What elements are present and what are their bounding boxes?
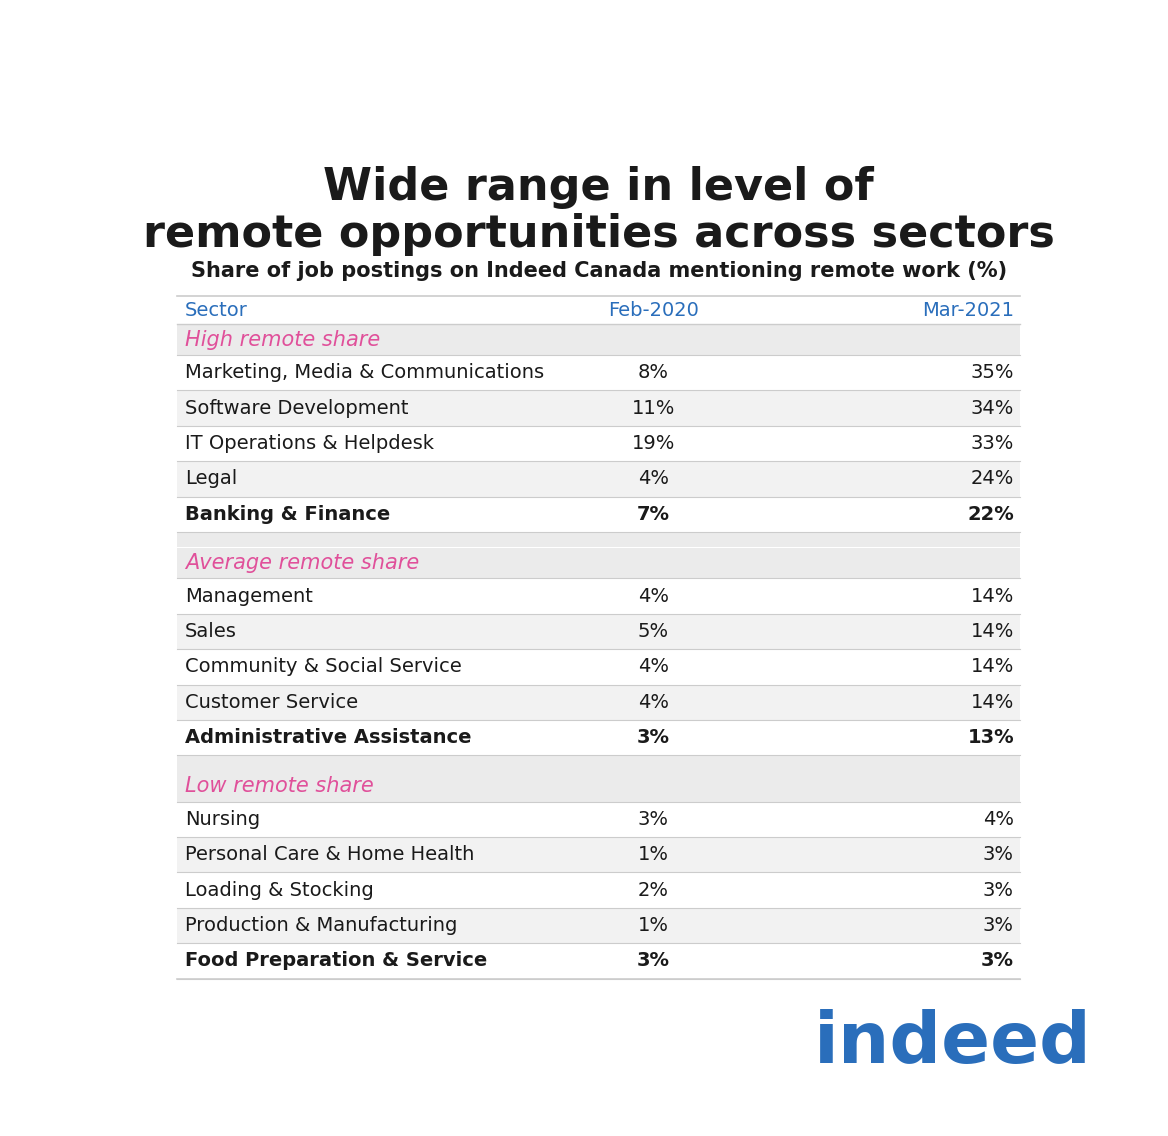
- Text: 14%: 14%: [971, 586, 1014, 605]
- Text: 24%: 24%: [971, 469, 1014, 488]
- Text: 4%: 4%: [638, 658, 669, 676]
- Bar: [178, 720, 1020, 755]
- Text: Legal: Legal: [185, 469, 237, 488]
- Bar: [178, 426, 1020, 461]
- Text: Loading & Stocking: Loading & Stocking: [185, 880, 374, 900]
- Bar: [178, 461, 1020, 496]
- Text: 3%: 3%: [983, 916, 1014, 935]
- Text: Community & Social Service: Community & Social Service: [185, 658, 461, 676]
- Text: 13%: 13%: [967, 728, 1014, 747]
- Bar: [178, 771, 1020, 802]
- Text: Software Development: Software Development: [185, 399, 409, 418]
- Text: 4%: 4%: [638, 586, 669, 605]
- Bar: [178, 943, 1020, 979]
- Text: 4%: 4%: [638, 693, 669, 712]
- Text: Sector: Sector: [185, 301, 248, 320]
- Bar: [178, 324, 1020, 354]
- Text: Marketing, Media & Communications: Marketing, Media & Communications: [185, 364, 544, 382]
- Bar: [178, 649, 1020, 685]
- Bar: [178, 685, 1020, 720]
- Text: Feb-2020: Feb-2020: [609, 301, 698, 320]
- Text: remote opportunities across sectors: remote opportunities across sectors: [142, 214, 1055, 257]
- Text: 11%: 11%: [632, 399, 675, 418]
- Text: Banking & Finance: Banking & Finance: [185, 504, 390, 524]
- Bar: [178, 837, 1020, 872]
- Text: 1%: 1%: [638, 916, 669, 935]
- Text: 3%: 3%: [981, 952, 1014, 970]
- Text: Administrative Assistance: Administrative Assistance: [185, 728, 471, 747]
- Text: 4%: 4%: [638, 469, 669, 488]
- Text: 1%: 1%: [638, 845, 669, 864]
- Text: 3%: 3%: [983, 845, 1014, 864]
- Text: Share of job postings on Indeed Canada mentioning remote work (%): Share of job postings on Indeed Canada m…: [190, 261, 1007, 281]
- Bar: [178, 613, 1020, 649]
- Text: 3%: 3%: [637, 952, 670, 970]
- Text: indeed: indeed: [814, 1010, 1092, 1078]
- Bar: [178, 578, 1020, 613]
- Text: Wide range in level of: Wide range in level of: [324, 166, 874, 209]
- Text: Low remote share: Low remote share: [185, 776, 374, 796]
- Bar: [178, 391, 1020, 426]
- Bar: [178, 354, 1020, 391]
- Text: Average remote share: Average remote share: [185, 553, 419, 573]
- Text: 14%: 14%: [971, 621, 1014, 641]
- Bar: [178, 548, 1020, 578]
- Bar: [178, 802, 1020, 837]
- Text: 4%: 4%: [983, 810, 1014, 829]
- Text: 3%: 3%: [638, 810, 669, 829]
- Text: 5%: 5%: [638, 621, 669, 641]
- Bar: [178, 908, 1020, 943]
- Text: Sales: Sales: [185, 621, 237, 641]
- Text: Nursing: Nursing: [185, 810, 259, 829]
- Text: 14%: 14%: [971, 693, 1014, 712]
- Text: 8%: 8%: [638, 364, 669, 382]
- Text: Mar-2021: Mar-2021: [922, 301, 1014, 320]
- Text: 22%: 22%: [967, 504, 1014, 524]
- Text: Customer Service: Customer Service: [185, 693, 357, 712]
- Bar: [178, 872, 1020, 908]
- Text: 33%: 33%: [971, 434, 1014, 453]
- Text: High remote share: High remote share: [185, 329, 380, 350]
- Text: 7%: 7%: [637, 504, 670, 524]
- Text: Management: Management: [185, 586, 313, 605]
- Text: IT Operations & Helpdesk: IT Operations & Helpdesk: [185, 434, 433, 453]
- Text: 14%: 14%: [971, 658, 1014, 676]
- Text: 34%: 34%: [971, 399, 1014, 418]
- Text: 35%: 35%: [971, 364, 1014, 382]
- Text: 3%: 3%: [983, 880, 1014, 900]
- Bar: [178, 532, 1020, 548]
- Text: Personal Care & Home Health: Personal Care & Home Health: [185, 845, 474, 864]
- Text: 19%: 19%: [632, 434, 675, 453]
- Text: Food Preparation & Service: Food Preparation & Service: [185, 952, 487, 970]
- Text: 2%: 2%: [638, 880, 669, 900]
- Text: 3%: 3%: [637, 728, 670, 747]
- Bar: [178, 755, 1020, 771]
- Bar: [178, 496, 1020, 532]
- Text: Production & Manufacturing: Production & Manufacturing: [185, 916, 457, 935]
